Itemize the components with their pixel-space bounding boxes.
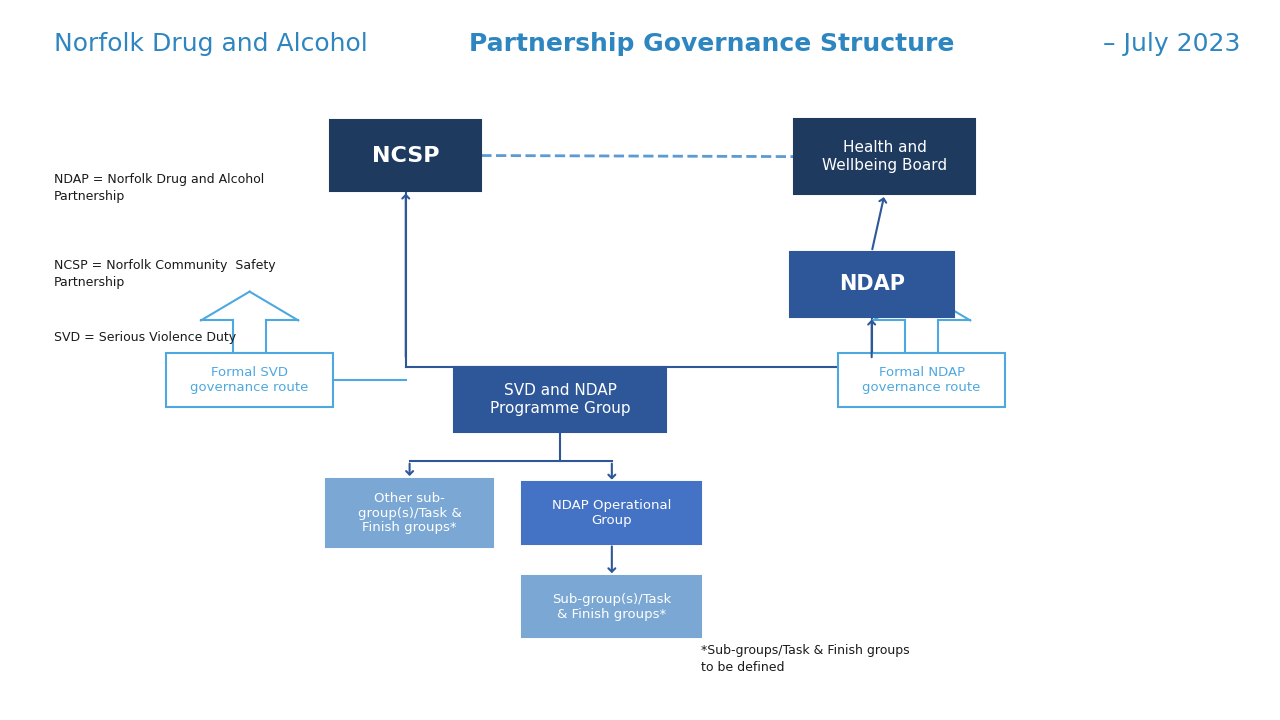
Text: – July 2023: – July 2023	[1096, 32, 1240, 56]
Text: NDAP: NDAP	[838, 274, 905, 294]
Text: NCSP: NCSP	[372, 145, 439, 166]
FancyBboxPatch shape	[330, 120, 481, 191]
Text: Partnership Governance Structure: Partnership Governance Structure	[468, 32, 955, 56]
FancyBboxPatch shape	[794, 119, 975, 194]
FancyBboxPatch shape	[522, 482, 701, 544]
Text: NDAP Operational
Group: NDAP Operational Group	[552, 499, 672, 527]
Text: Other sub-
group(s)/Task &
Finish groups*: Other sub- group(s)/Task & Finish groups…	[357, 492, 462, 534]
Text: SVD and NDAP
Programme Group: SVD and NDAP Programme Group	[490, 383, 630, 416]
FancyBboxPatch shape	[790, 252, 954, 317]
Text: Formal NDAP
governance route: Formal NDAP governance route	[863, 366, 980, 394]
FancyBboxPatch shape	[326, 479, 493, 547]
Text: Sub-group(s)/Task
& Finish groups*: Sub-group(s)/Task & Finish groups*	[552, 593, 672, 621]
FancyBboxPatch shape	[454, 367, 666, 432]
Text: SVD = Serious Violence Duty: SVD = Serious Violence Duty	[54, 331, 236, 344]
Text: *Sub-groups/Task & Finish groups
to be defined: *Sub-groups/Task & Finish groups to be d…	[701, 644, 910, 675]
Text: NCSP = Norfolk Community  Safety
Partnership: NCSP = Norfolk Community Safety Partners…	[54, 259, 275, 289]
Text: Formal SVD
governance route: Formal SVD governance route	[191, 366, 308, 394]
Text: Health and
Wellbeing Board: Health and Wellbeing Board	[822, 140, 947, 173]
Text: NDAP = Norfolk Drug and Alcohol
Partnership: NDAP = Norfolk Drug and Alcohol Partners…	[54, 173, 264, 203]
FancyBboxPatch shape	[166, 353, 333, 407]
FancyBboxPatch shape	[838, 353, 1005, 407]
Text: Norfolk Drug and Alcohol: Norfolk Drug and Alcohol	[54, 32, 375, 56]
FancyBboxPatch shape	[522, 576, 701, 637]
